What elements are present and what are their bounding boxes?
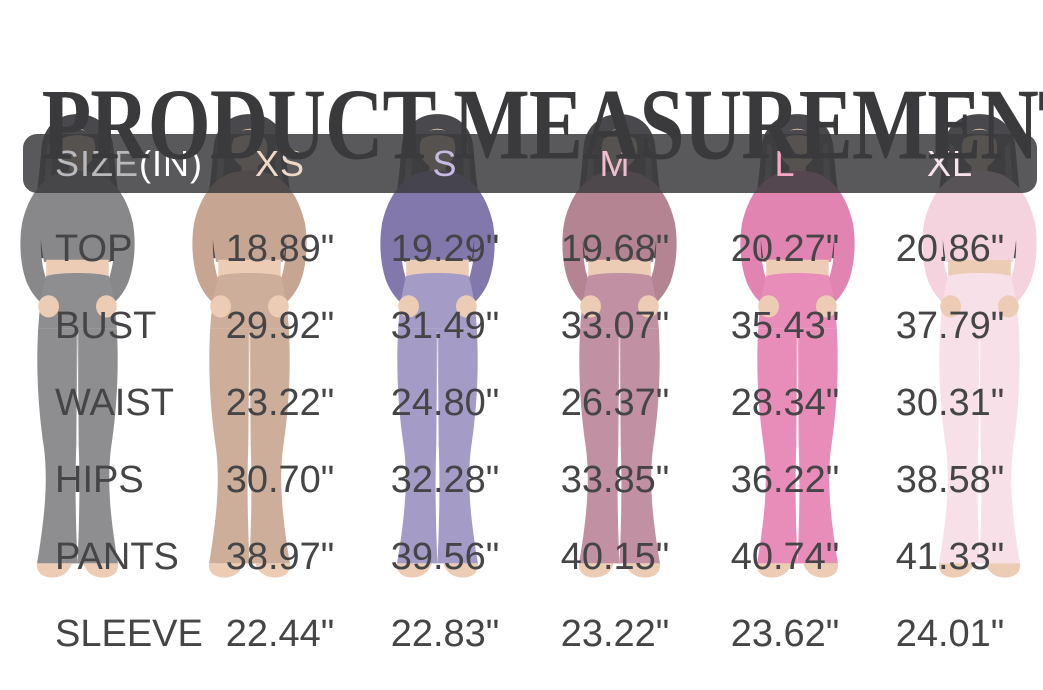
measurement-value: 39.56" xyxy=(390,536,500,578)
measurement-value: 41.33" xyxy=(895,536,1005,578)
measurement-value: 29.92" xyxy=(225,305,335,347)
measurement-value: 24.01" xyxy=(895,613,1005,655)
measurement-value: 23.22" xyxy=(225,382,335,424)
column-header-s: S xyxy=(432,142,458,184)
size-unit-label: (IN) xyxy=(139,142,203,184)
column-header-l: L xyxy=(774,142,796,184)
measurement-value: 38.97" xyxy=(225,536,335,578)
row-label: WAIST xyxy=(55,382,174,424)
measurement-value: 20.27" xyxy=(730,228,840,270)
measurement-table: TOP 18.89" 19.29" 19.68" 20.27" 20.86" B… xyxy=(40,211,1035,673)
table-row-pants: PANTS 38.97" 39.56" 40.15" 40.74" 41.33" xyxy=(40,519,1035,596)
measurement-value: 23.22" xyxy=(560,613,670,655)
measurement-value: 30.31" xyxy=(895,382,1005,424)
measurement-value: 40.15" xyxy=(560,536,670,578)
measurement-value: 32.28" xyxy=(390,459,500,501)
measurement-value: 36.22" xyxy=(730,459,840,501)
measurement-value: 33.85" xyxy=(560,459,670,501)
row-label: SLEEVE xyxy=(55,613,203,655)
table-row-sleeve: SLEEVE 22.44" 22.83" 23.22" 23.62" 24.01… xyxy=(40,596,1035,673)
page-title: PRODUCT MEASUREMENTS xyxy=(41,69,1043,182)
table-row-bust: BUST 29.92" 31.49" 33.07" 35.43" 37.79" xyxy=(40,288,1035,365)
measurement-value: 19.68" xyxy=(560,228,670,270)
row-label: BUST xyxy=(55,305,157,347)
row-label: PANTS xyxy=(55,536,179,578)
table-header-band: SIZE(IN) XS S M L XL xyxy=(23,134,1037,193)
measurement-value: 33.07" xyxy=(560,305,670,347)
measurement-value: 19.29" xyxy=(390,228,500,270)
table-row-top: TOP 18.89" 19.29" 19.68" 20.27" 20.86" xyxy=(40,211,1035,288)
measurement-value: 22.83" xyxy=(390,613,500,655)
size-label: SIZE xyxy=(55,142,140,184)
measurement-value: 30.70" xyxy=(225,459,335,501)
measurement-value: 24.80" xyxy=(390,382,500,424)
column-header-m: M xyxy=(599,142,631,184)
measurement-value: 28.34" xyxy=(730,382,840,424)
measurement-value: 37.79" xyxy=(895,305,1005,347)
measurement-value: 22.44" xyxy=(225,613,335,655)
row-label: TOP xyxy=(55,228,133,270)
column-header-xs: XS xyxy=(254,142,306,184)
measurement-value: 18.89" xyxy=(225,228,335,270)
column-header-xl: XL xyxy=(926,142,974,184)
measurement-value: 38.58" xyxy=(895,459,1005,501)
table-row-waist: WAIST 23.22" 24.80" 26.37" 28.34" 30.31" xyxy=(40,365,1035,442)
measurement-value: 35.43" xyxy=(730,305,840,347)
row-label: HIPS xyxy=(55,459,144,501)
size-header-cell: SIZE(IN) xyxy=(40,142,202,185)
table-row-hips: HIPS 30.70" 32.28" 33.85" 36.22" 38.58" xyxy=(40,442,1035,519)
measurement-value: 26.37" xyxy=(560,382,670,424)
measurement-value: 23.62" xyxy=(730,613,840,655)
measurement-value: 40.74" xyxy=(730,536,840,578)
measurement-value: 31.49" xyxy=(390,305,500,347)
measurement-value: 20.86" xyxy=(895,228,1005,270)
